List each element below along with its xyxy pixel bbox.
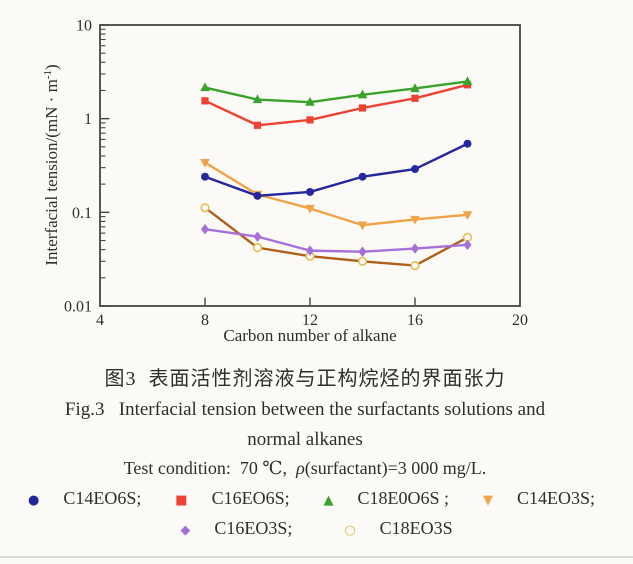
series-line bbox=[203, 161, 469, 227]
interfacial-tension-chart: 10 1 0.1 0.014 8 12 16 20 Carbon number of alka… bbox=[42, 18, 528, 346]
x-tick-label: 12 bbox=[302, 312, 318, 329]
legend-item: ◆ C16EO3S; bbox=[180, 518, 292, 539]
marker-triangle-down bbox=[305, 204, 315, 214]
y-axis-label-end: ) bbox=[42, 64, 61, 70]
marker-triangle-up bbox=[305, 96, 315, 106]
legend-item: ■ C16EO6S; bbox=[175, 488, 289, 509]
marker-circle bbox=[463, 139, 472, 148]
y-tick-label: 10 bbox=[76, 18, 92, 35]
legend-item: ● C14EO6S; bbox=[28, 488, 141, 509]
plot-area: 10 1 0.1 0.014 8 12 16 20 bbox=[64, 18, 528, 330]
legend-item-label: C14EO3S; bbox=[516, 488, 595, 508]
marker-circle bbox=[306, 187, 314, 196]
legend-item: ○ C18EO3S bbox=[344, 518, 452, 539]
marker-triangle-up bbox=[252, 94, 263, 104]
marker-circle-open bbox=[252, 243, 263, 253]
test-condition-suffix: (surfactant)=3 000 mg/L. bbox=[304, 458, 487, 478]
x-tick-label: 4 bbox=[96, 312, 104, 329]
marker-circle-open bbox=[357, 256, 368, 266]
series-C14EO6S bbox=[201, 139, 472, 200]
triangle-down-icon: ▼ bbox=[482, 493, 493, 508]
series-C18EO3S bbox=[200, 203, 473, 271]
x-tick-label: 8 bbox=[201, 312, 209, 329]
series-line bbox=[203, 83, 469, 127]
legend: ● C14EO6S; ■ C16EO6S; ▲ C18E0O6S ; ▼ C14EO3S; ◆ C… bbox=[0, 488, 633, 539]
marker-triangle-up bbox=[200, 82, 210, 92]
y-tick-label: 1 bbox=[84, 111, 92, 128]
x-axis-label: Carbon number of alkane bbox=[223, 326, 396, 345]
legend-item-label: C16EO3S; bbox=[214, 518, 293, 538]
caption-chinese: 图3 表面活性剂溶液与正构烷烃的界面张力 bbox=[104, 368, 506, 390]
series-C16EO3S bbox=[200, 224, 472, 257]
marker-triangle-down bbox=[462, 211, 473, 221]
bottom-divider bbox=[0, 556, 633, 558]
series-line bbox=[203, 142, 469, 198]
marker-triangle-down bbox=[357, 221, 368, 231]
y-axis-label: Interfacial tension/(mN · m-1) bbox=[42, 64, 61, 265]
series-C14EO3S bbox=[200, 158, 473, 231]
marker-diamond bbox=[410, 243, 420, 254]
marker-triangle-up bbox=[462, 76, 473, 85]
marker-diamond bbox=[463, 239, 472, 251]
y-axis-label-main: Interfacial tension/(mN · m bbox=[42, 79, 61, 265]
circle-open-icon: ○ bbox=[344, 523, 356, 538]
y-tick-label: 0.01 bbox=[64, 299, 92, 316]
y-axis-label-superscript: -1 bbox=[42, 70, 54, 79]
legend-item: ▼ C14EO3S; bbox=[483, 488, 595, 509]
marker-triangle-down bbox=[410, 215, 420, 225]
marker-triangle-up bbox=[410, 83, 420, 93]
series-C18E0O6S bbox=[200, 76, 473, 106]
marker-diamond bbox=[253, 231, 262, 242]
marker-square bbox=[201, 97, 209, 105]
legend-item-label: C18EO3S bbox=[379, 518, 453, 538]
marker-circle bbox=[358, 172, 367, 181]
triangle-up-icon: ▲ bbox=[323, 493, 334, 508]
marker-diamond bbox=[305, 245, 315, 256]
marker-circle bbox=[253, 191, 262, 200]
y-tick-label: 0.1 bbox=[72, 205, 92, 222]
rho-symbol: ρ bbox=[296, 458, 305, 478]
marker-square bbox=[358, 104, 367, 112]
square-filled-icon: ■ bbox=[175, 493, 188, 508]
legend-item-label: C16EO6S; bbox=[211, 488, 290, 508]
legend-item: ▲ C18E0O6S ; bbox=[324, 488, 450, 509]
series-line bbox=[203, 228, 469, 253]
marker-diamond bbox=[358, 246, 367, 257]
legend-item-label: C18E0O6S ; bbox=[357, 488, 450, 508]
series-line bbox=[203, 206, 469, 267]
marker-circle-open bbox=[410, 260, 420, 271]
marker-circle-open bbox=[200, 203, 210, 213]
x-tick-label: 16 bbox=[407, 312, 423, 329]
legend-row: ◆ C16EO3S; ○ C18EO3S bbox=[0, 518, 633, 539]
marker-square bbox=[411, 94, 419, 102]
caption-english-line2: normal alkanes bbox=[247, 429, 363, 450]
axis-box bbox=[99, 24, 521, 307]
caption-english-line1: Fig.3 Interfacial tension between the su… bbox=[64, 399, 546, 420]
marker-circle bbox=[201, 172, 209, 181]
legend-item-label: C14EO6S; bbox=[63, 488, 142, 508]
test-condition: Test condition: 70 ℃, ρ(surfactant)=3 00… bbox=[0, 458, 610, 479]
marker-triangle-up bbox=[357, 89, 368, 99]
marker-square bbox=[253, 121, 262, 129]
x-tick-label: 20 bbox=[512, 312, 528, 329]
marker-square bbox=[306, 116, 314, 124]
marker-circle bbox=[411, 165, 419, 174]
test-condition-prefix: Test condition: 70 ℃, bbox=[123, 458, 297, 478]
diamond-filled-icon: ◆ bbox=[180, 523, 191, 538]
marker-triangle-down bbox=[200, 158, 210, 168]
circle-filled-icon: ● bbox=[28, 493, 40, 508]
legend-row: ● C14EO6S; ■ C16EO6S; ▲ C18E0O6S ; ▼ C14EO3S; bbox=[0, 488, 633, 509]
marker-diamond bbox=[200, 224, 210, 235]
series-C16EO6S bbox=[201, 81, 472, 129]
series-line bbox=[203, 80, 469, 104]
